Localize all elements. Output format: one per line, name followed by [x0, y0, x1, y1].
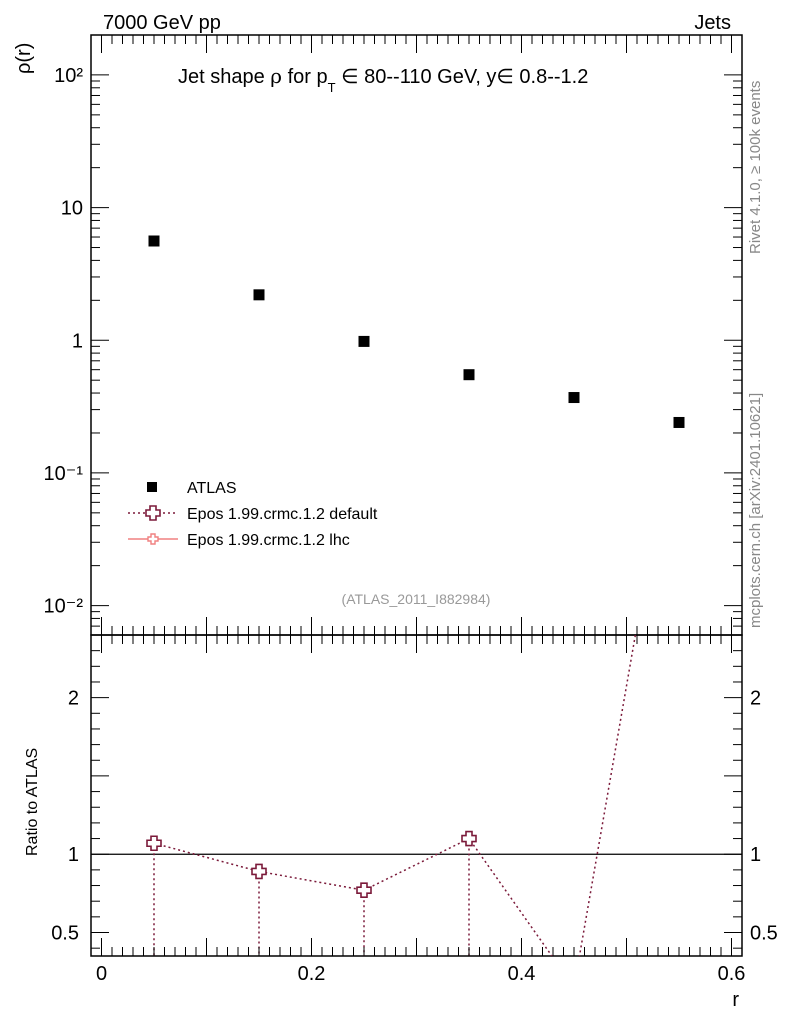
title-rho: ρ — [270, 64, 282, 88]
title-part-b: for p — [282, 66, 328, 88]
chart-title: Jet shape ρ for pT ∈ 80--110 GeV, y∈ 0.8… — [178, 64, 588, 95]
ratio-marker — [461, 830, 477, 847]
main-axis-ticks: 10⁻² 10⁻¹ 1 10 10² — [44, 34, 742, 636]
xtick-label: 0.6 — [718, 963, 746, 985]
ratio-panel-frame — [90, 634, 743, 957]
xtick-label: 0.2 — [298, 963, 326, 985]
side-label-bottom: mcplots.cern.ch [arXiv:2401.10621] — [747, 393, 764, 628]
xtick-label: 0 — [96, 963, 107, 985]
ratio-marker — [251, 863, 267, 880]
atlas-data-point — [463, 369, 475, 381]
ratio-ytick-label-right: 0.5 — [750, 923, 778, 945]
main-ytick-label: 10⁻¹ — [44, 463, 84, 485]
ratio-marker — [146, 835, 162, 852]
legend-marker-default — [145, 505, 161, 521]
atlas-data-point — [148, 235, 160, 247]
xtick-label: 0.4 — [508, 963, 536, 985]
ratio-ylabel: Ratio to ATLAS — [24, 748, 41, 856]
title-part-c: ∈ 80--110 GeV, y∈ 0.8--1.2 — [336, 66, 589, 88]
title-part-a: Jet shape — [178, 66, 270, 88]
side-label-top: Rivet 4.1.0, ≥ 100k events — [747, 81, 764, 254]
atlas-data-point — [253, 289, 265, 301]
ratio-series-line — [153, 635, 637, 956]
atlas-data-point — [358, 335, 370, 347]
main-ytick-label: 10 — [61, 198, 83, 220]
ratio-ytick-label: 0.5 — [51, 923, 79, 945]
main-data-points — [148, 235, 685, 428]
main-ytick-label: 1 — [72, 330, 83, 352]
legend-label-atlas: ATLAS — [187, 480, 237, 497]
ratio-ytick-label-right: 2 — [750, 688, 761, 710]
legend: ATLAS Epos 1.99.crmc.1.2 default Epos 1.… — [128, 480, 378, 549]
ratio-axis-ticks: 0.5 0.5 1 1 2 2 — [51, 650, 778, 949]
main-ylabel: ρ(r) — [13, 43, 35, 74]
main-ytick-label: 10⁻² — [44, 596, 84, 618]
ratio-series-group — [146, 635, 637, 956]
x-axis-ticks: 0 0.2 0.4 0.6 — [96, 35, 745, 985]
legend-marker-atlas — [147, 482, 157, 492]
ratio-ytick-label: 2 — [68, 688, 79, 710]
main-ytick-label: 10² — [54, 65, 83, 87]
legend-label-default: Epos 1.99.crmc.1.2 default — [187, 506, 378, 523]
header-left: 7000 GeV pp — [103, 12, 221, 34]
header-right: Jets — [694, 12, 731, 34]
atlas-data-point — [673, 416, 685, 428]
ratio-marker — [356, 882, 372, 899]
analysis-tag: (ATLAS_2011_I882984) — [342, 591, 491, 607]
legend-marker-lhc — [147, 533, 159, 545]
legend-label-lhc: Epos 1.99.crmc.1.2 lhc — [187, 532, 350, 549]
ratio-series — [146, 635, 637, 956]
ratio-ytick-label: 1 — [68, 844, 79, 866]
title-sub: T — [328, 80, 336, 95]
ratio-ytick-label-right: 1 — [750, 844, 761, 866]
x-axis-label: r — [732, 989, 739, 1011]
atlas-data-point — [568, 392, 580, 404]
